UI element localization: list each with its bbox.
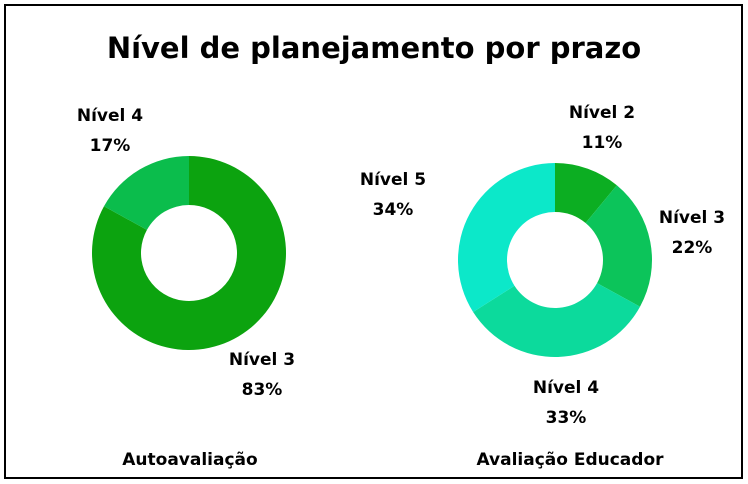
chart-subtitle: Autoavaliação	[122, 450, 257, 470]
slice-value: 11%	[582, 133, 623, 153]
slice-label: Nível 5	[360, 170, 426, 190]
chart-subtitle: Avaliação Educador	[476, 450, 664, 470]
slice-value: 34%	[373, 200, 414, 220]
slice-value: 83%	[242, 380, 283, 400]
slice-label: Nível 4	[533, 378, 599, 398]
slice-label: Nível 2	[569, 103, 635, 123]
donut-slice	[473, 283, 641, 357]
donut-slice	[585, 185, 652, 307]
slice-label: Nível 3	[659, 208, 725, 228]
slice-value: 22%	[672, 238, 713, 258]
donut-slice	[457, 163, 555, 312]
slice-value: 17%	[90, 136, 131, 156]
slice-value: 33%	[546, 408, 587, 428]
donut-slice	[555, 163, 617, 224]
slice-label: Nível 3	[229, 350, 295, 370]
donut-slice	[91, 156, 286, 350]
chart-title: Nível de planejamento por prazo	[107, 31, 641, 65]
slice-label: Nível 4	[77, 106, 143, 126]
donut-slice	[103, 156, 189, 230]
